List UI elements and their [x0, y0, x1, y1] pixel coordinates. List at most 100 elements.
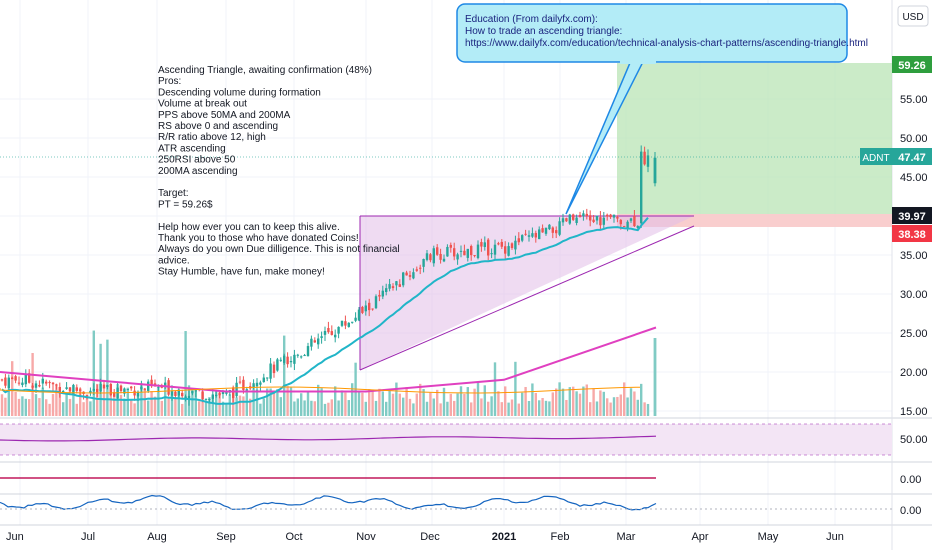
volume-bar [174, 397, 177, 416]
volume-bar [310, 400, 313, 416]
volume-bar [238, 395, 242, 416]
pane3-axis-tick: 0.00 [900, 474, 921, 486]
candle-body [238, 381, 242, 383]
candle-body [245, 389, 248, 391]
breakout-candle[interactable] [653, 157, 657, 184]
callout-line-1: Education (From dailyfx.com): [465, 14, 598, 25]
x-tick-label: Jul [81, 531, 95, 543]
candle-body [402, 272, 405, 286]
currency-button[interactable] [897, 5, 929, 27]
volume-bar [606, 398, 609, 416]
volume-bar [82, 402, 85, 416]
candle-body [266, 377, 269, 379]
volume-bar [405, 387, 408, 416]
volume-bar [279, 397, 282, 416]
ma200-line[interactable] [0, 326, 657, 393]
candle-body [259, 382, 262, 385]
volume-bar [361, 392, 364, 416]
note-line: Volume at break out [158, 99, 247, 110]
volume-bar [555, 388, 558, 416]
candle-body [28, 373, 31, 383]
candle-body [510, 243, 514, 249]
candle-body [449, 244, 452, 248]
volume-bar [194, 390, 197, 416]
volume-bar [419, 383, 422, 416]
x-tick-label: May [758, 531, 779, 543]
y-tick-label: 20.00 [900, 367, 928, 379]
candle-body [646, 155, 650, 167]
candle-body [466, 248, 469, 258]
candle-body [354, 317, 357, 321]
candle-body [582, 213, 585, 217]
candle-body [184, 396, 187, 399]
rsi-band [0, 424, 892, 455]
note-line: PT = 59.26$ [158, 199, 213, 210]
volume-bar [255, 389, 259, 416]
candle-body [548, 224, 551, 230]
candle-body [85, 395, 89, 397]
candle-body [320, 336, 323, 339]
y-tick-label: 35.00 [900, 250, 928, 262]
pane4-line[interactable] [0, 494, 657, 511]
x-tick-label: Apr [691, 531, 708, 543]
volume-bar [575, 391, 578, 416]
volume-bar [643, 402, 646, 416]
volume-bar [184, 331, 187, 416]
target-zone[interactable] [617, 63, 892, 214]
candle-body [211, 394, 214, 399]
ticker-label-bg [860, 148, 892, 165]
candle-body [269, 363, 272, 379]
candle-body [113, 392, 116, 397]
volume-bar [521, 392, 524, 416]
ma50-line[interactable] [1, 217, 649, 405]
volume-bar [391, 393, 395, 416]
volume-bar [170, 390, 174, 416]
volume-bar [51, 393, 55, 416]
candle-body [490, 253, 493, 255]
volume-bar [551, 392, 554, 416]
candle-body [283, 355, 286, 363]
notes-text[interactable]: Ascending Triangle, awaiting confirmatio… [158, 65, 400, 278]
resistance-label: 39.97 [898, 211, 926, 223]
volume-bar [402, 397, 405, 416]
candle-body [21, 382, 24, 386]
volume-bar [102, 392, 106, 416]
candle-body [313, 340, 316, 343]
pane4-axis-tick: 0.00 [900, 505, 921, 517]
rsi-line[interactable] [0, 435, 657, 442]
candle-body [24, 374, 27, 385]
candle-body [371, 308, 374, 310]
candle-body [555, 230, 558, 234]
volume-bar [330, 399, 333, 416]
volume-bar [616, 396, 619, 416]
candle-body [225, 391, 228, 394]
volume-bar [514, 361, 517, 416]
volume-bar [55, 384, 58, 416]
volume-bar [374, 400, 378, 416]
y-tick-label: 30.00 [900, 289, 928, 301]
volume-bar [221, 401, 225, 416]
candle-body [48, 382, 51, 384]
volume-bar [133, 403, 136, 416]
candle-body [72, 384, 75, 394]
candle-body [14, 376, 17, 381]
candle-body [595, 215, 599, 221]
volume-bar [463, 393, 466, 416]
candle-body [602, 217, 605, 225]
triangle-bottom-line[interactable] [359, 225, 695, 371]
volume-bar [398, 393, 401, 416]
candle-body [558, 221, 561, 235]
volume-bar [249, 398, 252, 416]
candle-body [374, 296, 378, 309]
candle-body [347, 322, 350, 327]
candle-body [405, 272, 408, 276]
candle-body [572, 214, 575, 220]
candle-body [164, 382, 167, 387]
volume-bar [422, 389, 425, 416]
candle-body [357, 309, 361, 321]
volume-bar [65, 393, 68, 416]
volume-bar [208, 397, 211, 416]
volume-bar [548, 401, 551, 416]
